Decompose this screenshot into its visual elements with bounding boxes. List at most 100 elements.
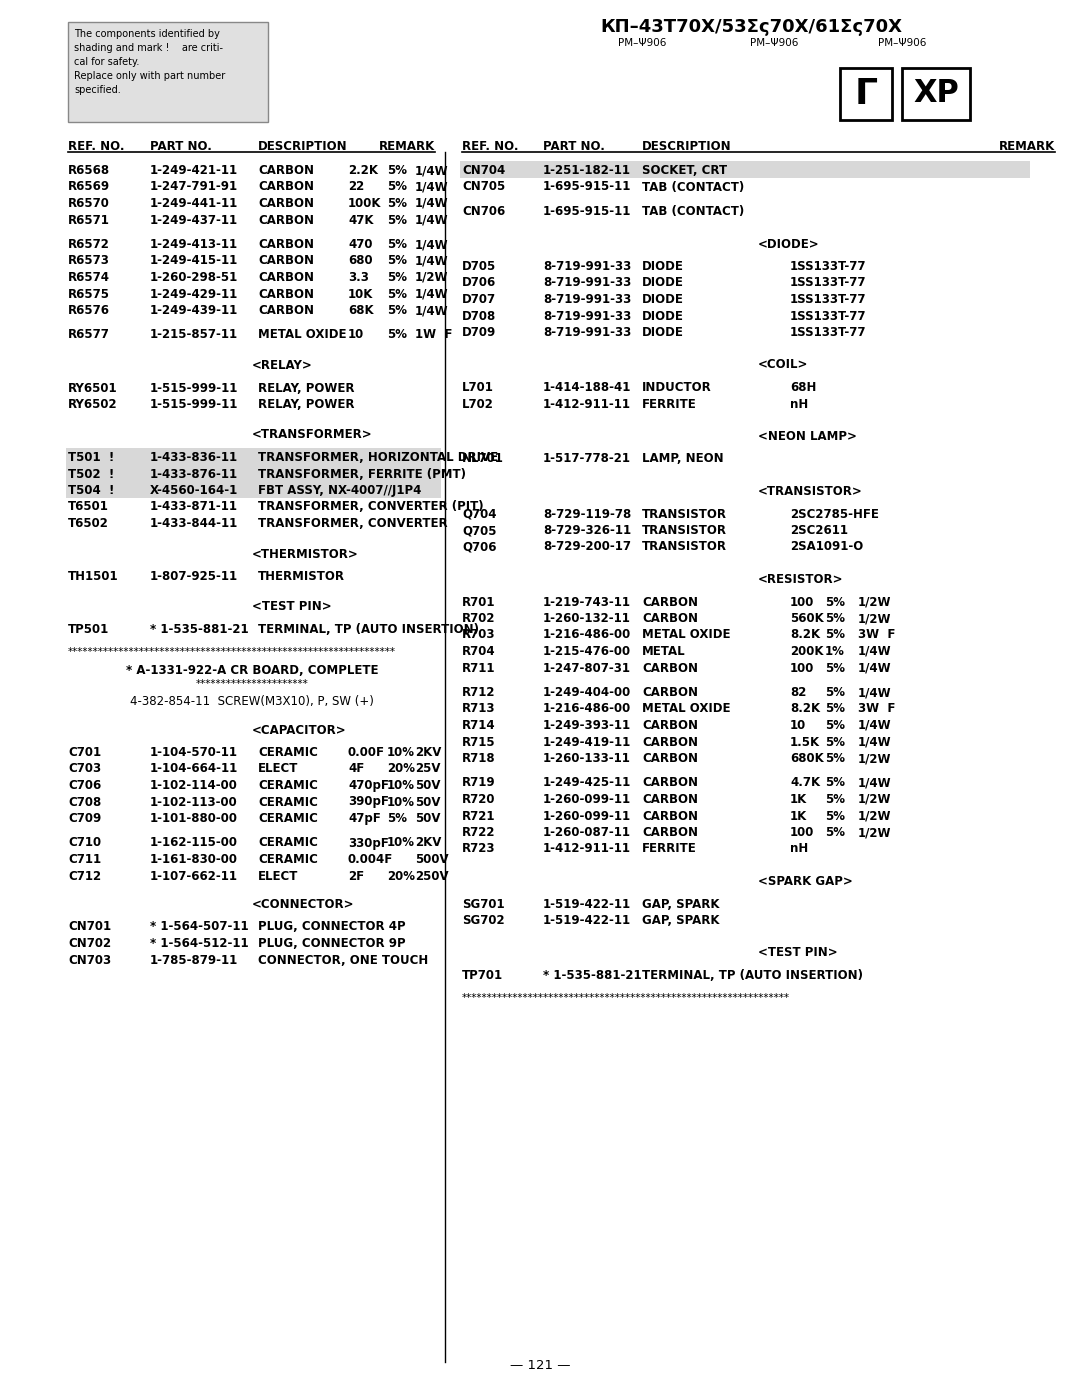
Text: 1-251-182-11: 1-251-182-11 — [543, 164, 631, 177]
Text: C701: C701 — [68, 746, 102, 758]
Text: 5%: 5% — [825, 810, 845, 822]
Text: 1/4W: 1/4W — [415, 238, 448, 251]
Text: 2F: 2F — [348, 870, 364, 882]
Text: CERAMIC: CERAMIC — [258, 811, 318, 825]
Text: T502  !: T502 ! — [68, 467, 114, 481]
Text: L701: L701 — [462, 381, 494, 395]
Text: CARBON: CARBON — [258, 304, 314, 316]
Text: 5%: 5% — [825, 662, 845, 675]
Text: Q705: Q705 — [462, 524, 497, 537]
Text: SG702: SG702 — [462, 914, 504, 927]
Text: 1-517-778-21: 1-517-778-21 — [543, 453, 631, 466]
Text: TERMINAL, TP (AUTO INSERTION): TERMINAL, TP (AUTO INSERTION) — [642, 969, 863, 981]
Text: PM–Ψ906: PM–Ψ906 — [750, 38, 798, 47]
Bar — [66, 481, 441, 498]
Text: 1-260-099-11: 1-260-099-11 — [543, 793, 631, 806]
Text: 4-382-854-11  SCREW(M3X10), P, SW (+): 4-382-854-11 SCREW(M3X10), P, SW (+) — [130, 696, 374, 708]
Text: TRANSFORMER, CONVERTER: TRANSFORMER, CONVERTER — [258, 517, 447, 530]
Text: 1/4W: 1/4W — [858, 645, 892, 658]
Text: C703: C703 — [68, 763, 102, 775]
Text: 1-247-807-31: 1-247-807-31 — [543, 662, 631, 675]
Text: 2SC2611: 2SC2611 — [789, 524, 848, 537]
Text: 1SS133T-77: 1SS133T-77 — [789, 293, 866, 307]
Text: 8-729-200-17: 8-729-200-17 — [543, 541, 631, 553]
Text: 1-433-836-11: 1-433-836-11 — [150, 452, 238, 464]
Text: SG701: SG701 — [462, 898, 504, 910]
Text: CARBON: CARBON — [642, 662, 698, 675]
Text: C708: C708 — [68, 796, 102, 809]
Text: 5%: 5% — [825, 595, 845, 609]
Text: 1SS133T-77: 1SS133T-77 — [789, 326, 866, 339]
Bar — [840, 68, 892, 120]
Text: 2SA1091-O: 2SA1091-O — [789, 541, 863, 553]
Text: DIODE: DIODE — [642, 309, 684, 322]
Text: <TRANSISTOR>: <TRANSISTOR> — [758, 485, 863, 498]
Text: R6573: R6573 — [68, 255, 110, 268]
Text: R718: R718 — [462, 751, 496, 765]
Text: 2KV: 2KV — [415, 836, 442, 849]
Text: 1-519-422-11: 1-519-422-11 — [543, 898, 631, 910]
Text: 1-519-422-11: 1-519-422-11 — [543, 914, 631, 927]
Text: PLUG, CONNECTOR 4P: PLUG, CONNECTOR 4P — [258, 920, 406, 934]
Text: 5%: 5% — [825, 629, 845, 641]
Text: R6568: R6568 — [68, 164, 110, 177]
Text: 5%: 5% — [825, 827, 845, 839]
Text: 1-260-298-51: 1-260-298-51 — [150, 270, 239, 284]
Text: 10%: 10% — [387, 779, 415, 792]
Text: 8-729-326-11: 8-729-326-11 — [543, 524, 631, 537]
Text: 1-260-132-11: 1-260-132-11 — [543, 612, 631, 625]
Text: REF. NO.: REF. NO. — [68, 139, 124, 153]
Text: 1K: 1K — [789, 793, 807, 806]
Text: 100: 100 — [789, 662, 814, 675]
Text: 5%: 5% — [387, 270, 407, 284]
Text: 5%: 5% — [825, 776, 845, 789]
Text: DIODE: DIODE — [642, 276, 684, 290]
Text: REMARK: REMARK — [379, 139, 435, 153]
Text: — 121 —: — 121 — — [510, 1359, 570, 1372]
Text: 1-101-880-00: 1-101-880-00 — [150, 811, 238, 825]
Text: TP501: TP501 — [68, 623, 109, 636]
Text: R714: R714 — [462, 719, 496, 732]
Text: ****************************************************************: ****************************************… — [462, 994, 789, 1004]
Text: 2SC2785-HFE: 2SC2785-HFE — [789, 507, 879, 520]
Text: 5%: 5% — [387, 304, 407, 316]
Text: * A-1331-922-A CR BOARD, COMPLETE: * A-1331-922-A CR BOARD, COMPLETE — [125, 664, 378, 677]
Text: 4F: 4F — [348, 763, 364, 775]
Text: 1/4W: 1/4W — [858, 662, 892, 675]
Text: 22: 22 — [348, 180, 364, 194]
Text: 10%: 10% — [387, 836, 415, 849]
Text: 3W  F: 3W F — [858, 629, 895, 641]
Text: 1-249-439-11: 1-249-439-11 — [150, 304, 239, 316]
Text: 1SS133T-77: 1SS133T-77 — [789, 261, 866, 273]
Text: CN703: CN703 — [68, 953, 111, 966]
Text: 1/2W: 1/2W — [858, 595, 891, 609]
Text: TERMINAL, TP (AUTO INSERTION): TERMINAL, TP (AUTO INSERTION) — [258, 623, 480, 636]
Text: 8-729-119-78: 8-729-119-78 — [543, 507, 631, 520]
Text: 1-412-911-11: 1-412-911-11 — [543, 397, 631, 410]
Text: 1W  F: 1W F — [415, 329, 453, 342]
Text: C711: C711 — [68, 853, 102, 866]
Text: 8.2K: 8.2K — [789, 629, 820, 641]
Text: 1-249-425-11: 1-249-425-11 — [543, 776, 631, 789]
Text: CERAMIC: CERAMIC — [258, 746, 318, 758]
Text: 25V: 25V — [415, 763, 441, 775]
Text: D708: D708 — [462, 309, 496, 322]
Text: 1-260-087-11: 1-260-087-11 — [543, 827, 631, 839]
Text: 1/2W: 1/2W — [858, 612, 891, 625]
Text: 1-515-999-11: 1-515-999-11 — [150, 382, 239, 395]
Text: <SPARK GAP>: <SPARK GAP> — [758, 875, 853, 888]
Text: LAMP, NEON: LAMP, NEON — [642, 453, 724, 466]
Text: 100K: 100K — [348, 197, 381, 210]
Text: CN704: CN704 — [462, 164, 505, 177]
Text: PM–Ψ906: PM–Ψ906 — [878, 38, 927, 47]
Text: METAL OXIDE: METAL OXIDE — [258, 329, 347, 342]
Text: R704: R704 — [462, 645, 496, 658]
Text: R723: R723 — [462, 842, 496, 856]
Text: 8-719-991-33: 8-719-991-33 — [543, 326, 631, 339]
Text: R6569: R6569 — [68, 180, 110, 194]
Text: 1%: 1% — [825, 645, 845, 658]
Text: <TEST PIN>: <TEST PIN> — [252, 601, 332, 613]
Text: CARBON: CARBON — [642, 686, 698, 698]
Text: 1SS133T-77: 1SS133T-77 — [789, 276, 866, 290]
Text: КП–43Т70Х/53Σς70Χ/61Σς70Χ: КП–43Т70Х/53Σς70Χ/61Σς70Χ — [600, 18, 902, 36]
